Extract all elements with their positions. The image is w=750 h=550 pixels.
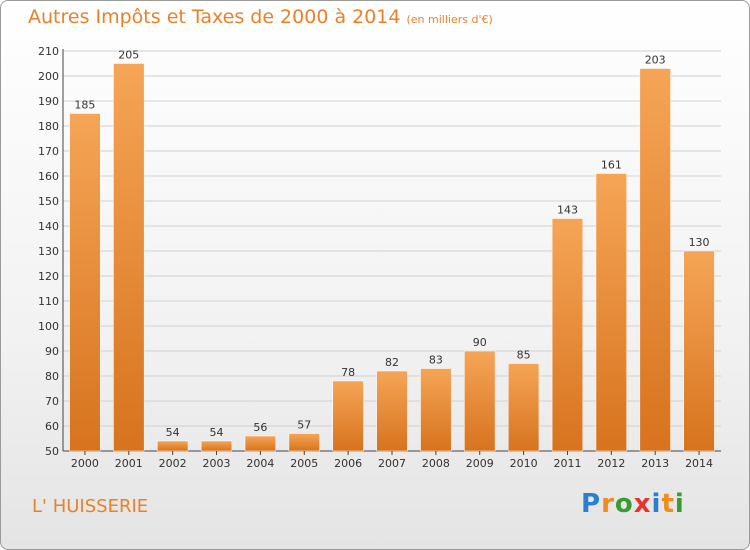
x-tick-label: 2008 xyxy=(422,457,450,470)
y-tick-label: 70 xyxy=(45,395,59,408)
x-tick-label: 2000 xyxy=(71,457,99,470)
y-tick-label: 210 xyxy=(38,45,59,58)
y-tick-label: 100 xyxy=(38,320,59,333)
data-label: 143 xyxy=(557,204,578,217)
x-tick-label: 2012 xyxy=(597,457,625,470)
y-tick-label: 110 xyxy=(38,295,59,308)
y-tick-label: 130 xyxy=(38,245,59,258)
x-tick-label: 2013 xyxy=(641,457,669,470)
bar xyxy=(507,363,540,452)
y-tick-label: 50 xyxy=(45,445,59,458)
y-tick-label: 200 xyxy=(38,70,59,83)
place-name: L' HUISSERIE xyxy=(32,496,149,517)
bar xyxy=(420,368,452,452)
bar xyxy=(244,435,277,452)
data-label: 203 xyxy=(645,54,666,67)
x-tick-label: 2001 xyxy=(115,457,143,470)
data-label: 83 xyxy=(429,354,443,367)
x-tick-label: 2014 xyxy=(685,457,713,470)
logo-letter: t xyxy=(661,489,675,519)
proxiti-logo: Proxiti xyxy=(581,489,685,519)
y-tick-label: 150 xyxy=(38,195,59,208)
data-label: 130 xyxy=(689,236,710,249)
x-tick-label: 2006 xyxy=(334,457,362,470)
x-tick-label: 2005 xyxy=(290,457,318,470)
data-label: 54 xyxy=(210,426,224,439)
bar xyxy=(639,68,671,452)
data-label: 82 xyxy=(385,356,399,369)
y-tick-label: 60 xyxy=(45,420,59,433)
logo-letter: i xyxy=(651,489,662,519)
bar xyxy=(376,370,408,452)
data-label: 161 xyxy=(601,159,622,172)
logo-letter: o xyxy=(614,489,634,519)
bar xyxy=(464,350,496,452)
x-tick-label: 2004 xyxy=(246,457,274,470)
y-tick-label: 160 xyxy=(38,170,59,183)
y-tick-label: 180 xyxy=(38,120,59,133)
x-tick-label: 2002 xyxy=(159,457,187,470)
y-tick-label: 80 xyxy=(45,370,59,383)
title-text: Autres Impôts et Taxes de 2000 à 2014 xyxy=(28,6,401,28)
y-tick-label: 140 xyxy=(38,220,59,233)
x-tick-label: 2003 xyxy=(203,457,231,470)
y-tick-label: 120 xyxy=(38,270,59,283)
chart-title: Autres Impôts et Taxes de 2000 à 2014 (en… xyxy=(28,6,493,28)
bar xyxy=(551,218,584,452)
logo-letter: r xyxy=(601,489,615,519)
y-tick-label: 190 xyxy=(38,95,59,108)
logo-letter: x xyxy=(633,489,652,519)
bar xyxy=(683,250,715,452)
bar xyxy=(113,63,145,452)
x-tick-label: 2011 xyxy=(553,457,581,470)
data-label: 78 xyxy=(341,366,355,379)
data-label: 85 xyxy=(517,349,531,362)
y-tick-label: 90 xyxy=(45,345,59,358)
x-tick-label: 2010 xyxy=(510,457,538,470)
data-label: 205 xyxy=(118,49,139,62)
unit-text: (en milliers d'€) xyxy=(406,13,493,26)
logo-letter: P xyxy=(581,489,602,519)
data-label: 54 xyxy=(166,426,180,439)
bar xyxy=(332,380,364,452)
bar xyxy=(595,173,627,452)
data-label: 57 xyxy=(297,419,311,432)
data-label: 90 xyxy=(473,336,487,349)
data-label: 185 xyxy=(74,99,95,112)
bar xyxy=(157,440,189,452)
bar xyxy=(288,433,320,452)
bar xyxy=(69,113,101,452)
logo-letter: i xyxy=(674,489,685,519)
x-tick-label: 2007 xyxy=(378,457,406,470)
y-tick-label: 170 xyxy=(38,145,59,158)
x-tick-label: 2009 xyxy=(466,457,494,470)
data-label: 56 xyxy=(253,421,267,434)
bar xyxy=(200,440,233,452)
